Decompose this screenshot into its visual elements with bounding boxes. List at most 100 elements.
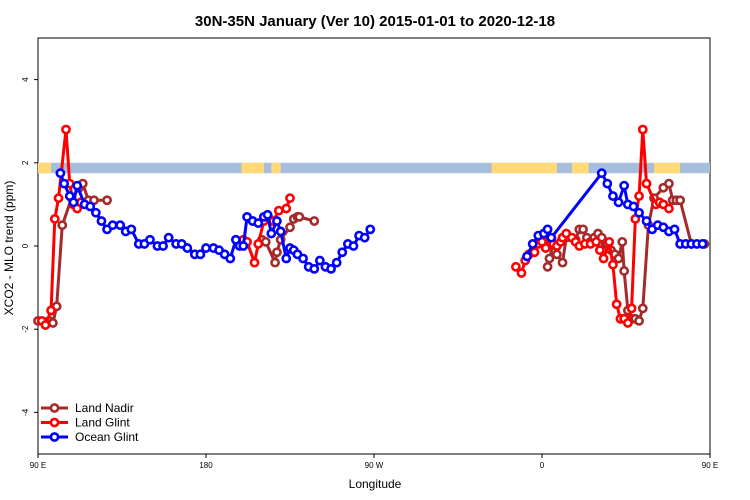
axes: 90 E 180 90 W 0 90 E -4 -2 0 2 4 [21, 77, 718, 470]
data-point [641, 216, 652, 226]
data-point [365, 224, 376, 235]
data-point [238, 241, 249, 251]
data-point [249, 257, 260, 268]
ocean-band [38, 162, 710, 174]
data-point [158, 241, 168, 251]
data-point [641, 178, 652, 189]
data-point [281, 253, 292, 264]
data-point [260, 236, 271, 247]
data-point [634, 315, 644, 326]
y-tick-label: -4 [21, 408, 30, 416]
data-point [294, 211, 305, 222]
data-point [68, 197, 79, 208]
data-point [675, 195, 686, 206]
data-point [40, 320, 51, 330]
data-point [522, 251, 532, 262]
data-point [53, 193, 64, 204]
data-point [546, 232, 557, 243]
data-point [613, 197, 624, 208]
data-point [273, 205, 284, 216]
data-point [516, 268, 527, 278]
legend-item: Land Nadir [41, 401, 134, 415]
data-point [669, 224, 680, 235]
land-band-segment [491, 162, 557, 174]
data-point [510, 261, 521, 272]
legend-label: Ocean Glint [75, 430, 139, 444]
data-point [664, 203, 674, 214]
data-point [634, 191, 644, 201]
legend-swatch-marker [49, 417, 60, 428]
data-point [285, 193, 295, 204]
data-point [604, 236, 615, 247]
data-point [96, 216, 107, 226]
data-point [622, 318, 633, 328]
data-point [107, 220, 118, 231]
data-point [102, 195, 112, 206]
data-point [608, 191, 618, 201]
data-point [298, 253, 308, 264]
x-tick-label: 90 E [702, 461, 718, 470]
data-point [281, 203, 292, 214]
series-layer [33, 124, 710, 330]
data-point [314, 255, 325, 266]
data-point [591, 236, 602, 247]
data-point [266, 228, 277, 239]
data-point [542, 261, 553, 272]
y-tick-label: 4 [21, 77, 30, 82]
data-point [608, 259, 618, 270]
data-point [309, 216, 320, 226]
data-point [55, 168, 66, 179]
series-land-nadir [33, 178, 710, 328]
data-point [542, 224, 553, 235]
x-tick-label: 0 [540, 461, 545, 470]
series-line [58, 172, 372, 271]
y-tick-label: -2 [21, 325, 30, 333]
data-point [225, 253, 236, 264]
data-point [348, 241, 359, 251]
data-point [637, 303, 648, 314]
legend-swatch-marker [49, 432, 60, 442]
data-point [578, 224, 588, 235]
data-point [544, 253, 555, 264]
data-point [253, 218, 264, 229]
data-point [115, 220, 126, 231]
legend-item: Land Glint [41, 416, 130, 430]
data-point [270, 257, 280, 268]
data-point [628, 201, 639, 212]
data-point [602, 178, 613, 189]
data-point [619, 266, 630, 276]
data-point [48, 318, 58, 328]
data-point [617, 236, 628, 247]
data-point [540, 243, 551, 253]
data-point [90, 207, 101, 218]
x-tick-label: 90 W [365, 461, 384, 470]
data-point [253, 239, 264, 249]
data-point [49, 214, 60, 224]
data-point [331, 257, 342, 268]
data-point [145, 234, 155, 245]
land-band-segment [38, 162, 52, 174]
data-point [272, 247, 282, 258]
data-point [613, 253, 624, 264]
data-point [552, 249, 562, 260]
land-band-segment [271, 162, 281, 174]
data-point [272, 216, 282, 226]
data-point [182, 243, 193, 253]
data-point [46, 305, 56, 316]
data-point [72, 180, 83, 191]
data-point [359, 232, 370, 243]
series-ocean-glint [55, 168, 708, 274]
data-point [195, 249, 206, 260]
data-point [634, 207, 644, 218]
data-point [664, 178, 674, 189]
x-axis-label: Longitude [349, 477, 402, 491]
land-band-segment [654, 162, 681, 174]
legend-item: Ocean Glint [41, 430, 139, 444]
x-tick-label: 90 E [30, 461, 46, 470]
data-point [163, 232, 174, 243]
data-point [59, 178, 70, 189]
data-point [201, 243, 211, 253]
data-point [85, 201, 96, 212]
